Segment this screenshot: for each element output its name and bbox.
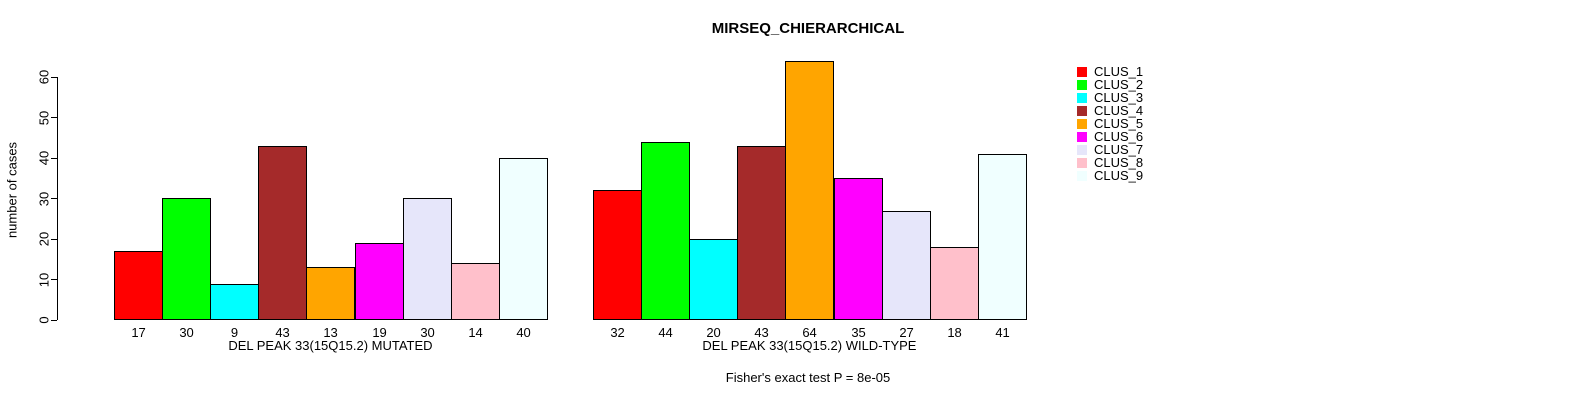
bar-clus_6 [834, 178, 883, 320]
y-axis-label: number of cases [4, 141, 20, 239]
bar-clus_9 [499, 158, 548, 320]
bar-clus_2 [162, 198, 211, 320]
y-axis-tick [51, 198, 57, 199]
legend-swatch [1077, 67, 1087, 78]
legend: CLUS_1 CLUS_2 CLUS_3 CLUS_4 CLUS_5 CLUS_6 CLUS… [1077, 64, 1144, 182]
y-axis-tick-label: 50 [36, 110, 52, 125]
chart-title: MIRSEQ_CHIERARCHICAL [711, 20, 905, 37]
legend-item: CLUS_7 [1077, 143, 1143, 156]
legend-label: CLUS_8 [1094, 154, 1144, 170]
bar-value-label: 20 [706, 325, 721, 340]
legend-label: CLUS_6 [1094, 128, 1144, 144]
bar-clus_7 [403, 198, 452, 320]
legend-label: CLUS_5 [1094, 116, 1144, 131]
y-axis-tick-label: 30 [36, 191, 52, 206]
bar-clus_5 [785, 61, 834, 320]
x-axis-group-label: DEL PEAK 33(15Q15.2) MUTATED [228, 338, 433, 353]
bar-value-label: 43 [754, 325, 769, 340]
legend-item: CLUS_9 [1077, 169, 1143, 182]
bar-value-label: 17 [131, 325, 146, 340]
legend-label: CLUS_2 [1094, 77, 1144, 93]
bar-clus_3 [689, 239, 738, 320]
legend-label: CLUS_7 [1094, 141, 1144, 157]
bar-clus_1 [114, 251, 163, 320]
bar-clus_5 [306, 267, 355, 320]
legend-item: CLUS_2 [1077, 77, 1144, 93]
legend-item: CLUS_5 [1077, 116, 1144, 131]
bar-clus_2 [641, 142, 690, 320]
bar-value-label: 18 [947, 325, 962, 340]
legend-swatch [1077, 170, 1087, 181]
bar-clus_9 [978, 154, 1027, 320]
y-axis-tick [51, 279, 57, 280]
legend-item: CLUS_1 [1077, 64, 1144, 80]
bar-value-label: 44 [658, 325, 673, 340]
bar-value-label: 32 [610, 325, 625, 340]
legend-label: CLUS_9 [1094, 167, 1144, 183]
legend-swatch [1077, 80, 1087, 91]
y-axis-tick [51, 319, 57, 321]
y-axis-tick-label: 10 [36, 272, 52, 287]
bar-value-label: 19 [372, 325, 387, 340]
bar-value-label: 27 [899, 325, 914, 340]
bar-value-label: 14 [468, 325, 483, 340]
bar-value-label: 30 [179, 325, 194, 340]
bar-value-label: 30 [420, 325, 435, 340]
y-axis-tick [51, 157, 57, 159]
legend-label: CLUS_3 [1094, 90, 1144, 106]
bar-clus_8 [930, 247, 979, 320]
bar-value-label: 64 [802, 325, 817, 340]
bar-clus_7 [882, 211, 931, 320]
legend-label: CLUS_4 [1094, 103, 1144, 119]
bar-value-label: 9 [230, 325, 239, 340]
y-axis-tick [51, 238, 57, 240]
legend-swatch [1077, 157, 1087, 168]
bar-clus_8 [451, 263, 500, 320]
bar-value-label: 13 [323, 325, 338, 340]
bar-clus_3 [210, 284, 259, 320]
legend-item: CLUS_4 [1077, 103, 1144, 119]
y-axis-tick-label: 40 [36, 150, 52, 166]
bar-clus_1 [593, 190, 642, 320]
bar-value-label: 35 [851, 325, 866, 340]
legend-item: CLUS_3 [1077, 90, 1144, 106]
y-axis-tick-label: 60 [36, 69, 52, 85]
y-axis-tick [51, 117, 57, 118]
fisher-test-footnote: Fisher's exact test P = 8e-05 [725, 370, 891, 385]
bar-value-label: 40 [516, 325, 531, 340]
legend-swatch [1077, 144, 1087, 155]
bar-value-label: 43 [275, 325, 290, 340]
bar-clus_4 [258, 146, 307, 320]
legend-swatch [1077, 93, 1087, 104]
legend-item: CLUS_8 [1077, 156, 1143, 169]
y-axis-tick [51, 76, 57, 78]
legend-swatch [1077, 131, 1087, 142]
y-axis-tick-label: 20 [36, 231, 52, 247]
bar-clus_4 [737, 146, 786, 320]
legend-swatch [1077, 106, 1087, 117]
legend-item: CLUS_6 [1077, 130, 1143, 143]
legend-label: CLUS_1 [1094, 64, 1144, 80]
legend-swatch [1077, 119, 1087, 129]
y-axis-tick-label: 0 [36, 316, 52, 324]
y-axis-line [57, 77, 58, 320]
bar-clus_6 [355, 243, 404, 320]
bar-value-label: 41 [995, 325, 1010, 340]
x-axis-group-label: DEL PEAK 33(15Q15.2) WILD-TYPE [702, 338, 917, 353]
